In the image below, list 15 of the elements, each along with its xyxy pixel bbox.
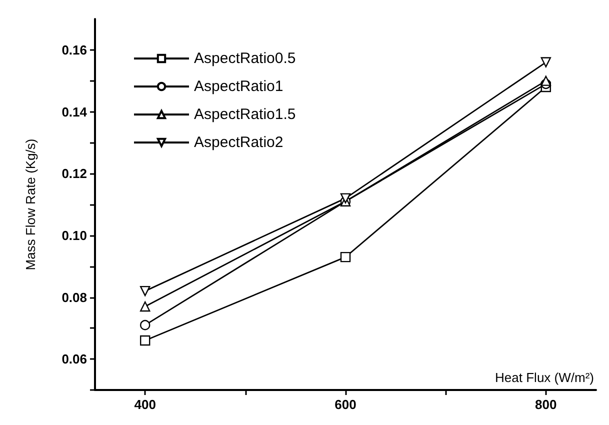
- y-tick-label: 0.16: [62, 42, 87, 58]
- y-tick-label: 0.08: [62, 290, 87, 305]
- y-tick-label: 0.12: [62, 166, 87, 182]
- legend-label: AspectRatio2: [194, 134, 284, 151]
- x-tick-label: 800: [535, 397, 557, 412]
- y-axis-title: Mass Flow Rate (Kg/s): [23, 138, 38, 270]
- y-tick-label: 0.14: [62, 104, 88, 120]
- x-tick-label: 400: [134, 397, 156, 412]
- legend-label: AspectRatio1: [194, 78, 284, 95]
- legend-label: AspectRatio1.5: [194, 106, 296, 123]
- legend-label: AspectRatio0.5: [194, 50, 296, 67]
- y-tick-label: 0.10: [62, 228, 87, 243]
- x-tick-label: 600: [334, 397, 356, 412]
- x-axis-title: Heat Flux (W/m²): [495, 370, 594, 385]
- y-tick-label: 0.06: [62, 352, 87, 367]
